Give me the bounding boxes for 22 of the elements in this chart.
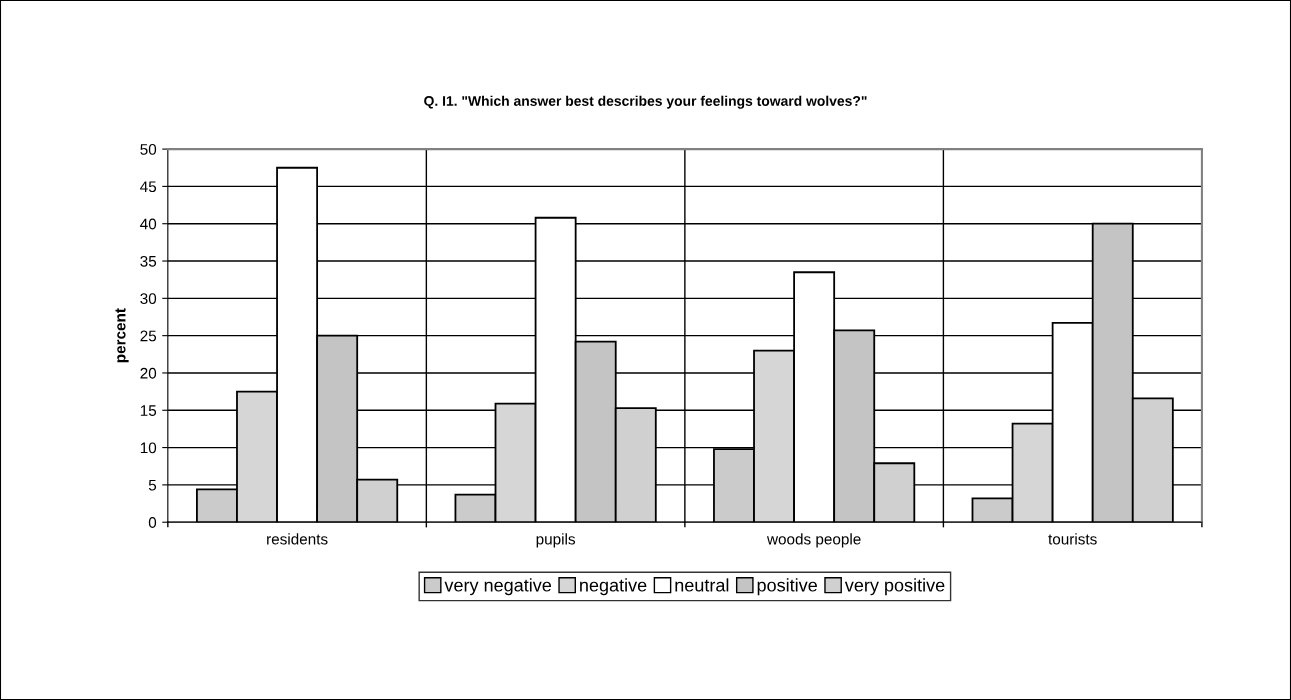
y-tick-label: 35: [140, 255, 157, 267]
legend-label: negative: [580, 578, 647, 596]
y-tick-label: 50: [140, 143, 157, 155]
legend-label: positive: [757, 578, 817, 596]
y-tick-label: 0: [148, 517, 157, 528]
legend-label: very positive: [844, 578, 945, 596]
y-tick-label: 5: [148, 479, 157, 491]
x-tick-label: residents: [267, 533, 328, 545]
y-tick-label: 25: [140, 330, 157, 342]
y-tick-label: 15: [140, 405, 157, 416]
y-tick-label: 30: [140, 293, 157, 305]
x-tick-label: pupils: [536, 533, 576, 548]
legend-label: very negative: [444, 578, 552, 596]
x-tick-label: woods people: [766, 533, 861, 548]
legend-label: neutral: [675, 578, 729, 592]
y-tick-label: 45: [140, 181, 157, 193]
y-axis-title: percent: [115, 308, 129, 363]
y-tick-label: 10: [140, 442, 157, 454]
y-tick-label: 20: [140, 367, 157, 379]
y-tick-label: 40: [140, 218, 157, 230]
x-tick-label: tourists: [1048, 533, 1097, 545]
chart-title: Q. I1. "Which answer best describes your feelings toward wolves?": [424, 95, 867, 109]
